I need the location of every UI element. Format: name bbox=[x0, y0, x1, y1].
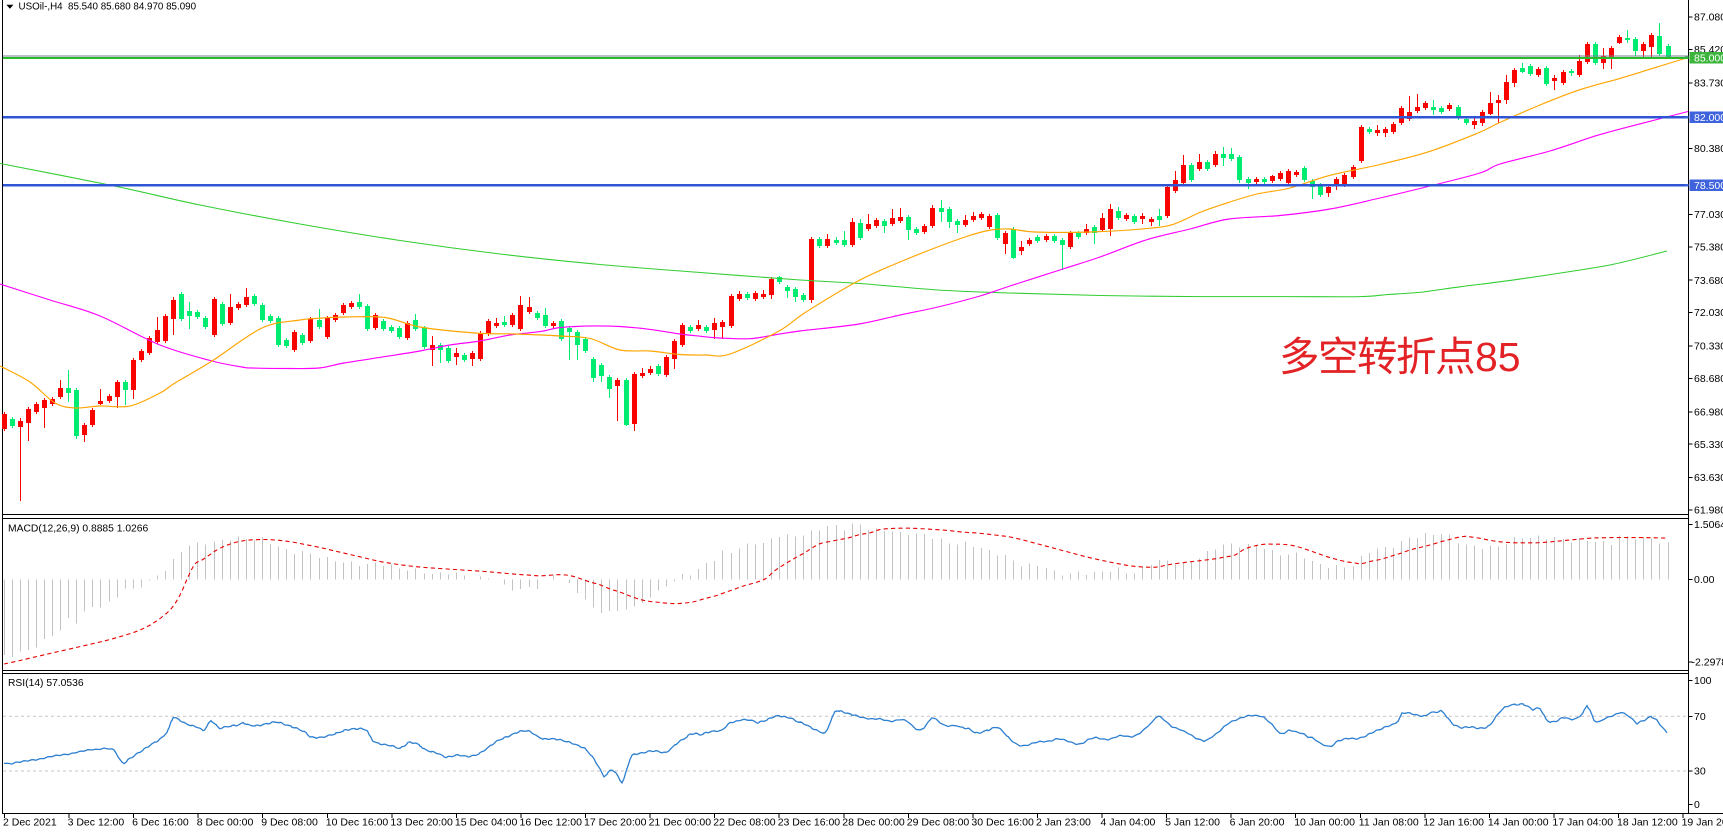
svg-text:100: 100 bbox=[1694, 675, 1712, 687]
svg-text:61.980: 61.980 bbox=[1694, 505, 1723, 517]
svg-text:70.330: 70.330 bbox=[1694, 341, 1723, 353]
svg-text:72.030: 72.030 bbox=[1694, 307, 1723, 319]
svg-text:66.980: 66.980 bbox=[1694, 406, 1723, 418]
svg-text:29 Dec 08:00: 29 Dec 08:00 bbox=[907, 817, 970, 829]
svg-text:16 Dec 12:00: 16 Dec 12:00 bbox=[520, 817, 583, 829]
svg-text:USOil-,H4 85.540 85.680 84.97: USOil-,H4 85.540 85.680 84.970 85.090 bbox=[19, 2, 197, 13]
svg-text:85: 85 bbox=[1475, 334, 1521, 380]
svg-text:12 Jan 16:00: 12 Jan 16:00 bbox=[1423, 817, 1484, 829]
svg-text:15 Dec 04:00: 15 Dec 04:00 bbox=[455, 817, 518, 829]
svg-text:30: 30 bbox=[1694, 766, 1706, 778]
svg-text:6 Jan 20:00: 6 Jan 20:00 bbox=[1230, 817, 1285, 829]
svg-text:4 Jan 04:00: 4 Jan 04:00 bbox=[1101, 817, 1156, 829]
svg-text:75.380: 75.380 bbox=[1694, 241, 1723, 253]
svg-text:11 Jan 08:00: 11 Jan 08:00 bbox=[1359, 817, 1419, 829]
svg-text:9 Dec 08:00: 9 Dec 08:00 bbox=[261, 817, 318, 829]
svg-text:73.680: 73.680 bbox=[1694, 275, 1723, 287]
svg-text:63.630: 63.630 bbox=[1694, 472, 1723, 484]
svg-text:18 Jan 12:00: 18 Jan 12:00 bbox=[1617, 817, 1678, 829]
svg-text:28 Dec 00:00: 28 Dec 00:00 bbox=[842, 817, 905, 829]
svg-text:83.730: 83.730 bbox=[1694, 77, 1723, 89]
svg-text:77.030: 77.030 bbox=[1694, 209, 1723, 221]
svg-text:5 Jan 12:00: 5 Jan 12:00 bbox=[1165, 817, 1220, 829]
svg-text:MACD(12,26,9) 0.8885 1.0266: MACD(12,26,9) 0.8885 1.0266 bbox=[8, 524, 149, 535]
svg-text:14 Jan 00:00: 14 Jan 00:00 bbox=[1488, 817, 1549, 829]
svg-text:22 Dec 08:00: 22 Dec 08:00 bbox=[713, 817, 776, 829]
svg-text:80.380: 80.380 bbox=[1694, 143, 1723, 155]
svg-text:0.00: 0.00 bbox=[1694, 574, 1715, 586]
svg-text:85.000: 85.000 bbox=[1694, 53, 1723, 65]
svg-text:78.500: 78.500 bbox=[1694, 180, 1723, 192]
svg-text:RSI(14) 57.0536: RSI(14) 57.0536 bbox=[8, 678, 84, 689]
svg-text:6 Dec 16:00: 6 Dec 16:00 bbox=[132, 817, 189, 829]
svg-text:-2.2978: -2.2978 bbox=[1692, 657, 1723, 669]
svg-text:17 Dec 20:00: 17 Dec 20:00 bbox=[584, 817, 647, 829]
svg-text:13 Dec 20:00: 13 Dec 20:00 bbox=[390, 817, 453, 829]
svg-text:65.330: 65.330 bbox=[1694, 439, 1723, 451]
svg-text:30 Dec 16:00: 30 Dec 16:00 bbox=[971, 817, 1034, 829]
svg-text:82.000: 82.000 bbox=[1694, 112, 1723, 124]
svg-text:19 Jan 20:00: 19 Jan 20:00 bbox=[1682, 817, 1723, 829]
svg-text:23 Dec 16:00: 23 Dec 16:00 bbox=[778, 817, 841, 829]
svg-text:2 Dec 2021: 2 Dec 2021 bbox=[3, 817, 57, 829]
svg-text:10 Dec 16:00: 10 Dec 16:00 bbox=[326, 817, 389, 829]
svg-text:17 Jan 04:00: 17 Jan 04:00 bbox=[1552, 817, 1613, 829]
svg-text:2 Jan 23:00: 2 Jan 23:00 bbox=[1036, 817, 1091, 829]
svg-text:87.080: 87.080 bbox=[1694, 12, 1723, 24]
svg-text:70: 70 bbox=[1694, 711, 1706, 723]
svg-text:8 Dec 00:00: 8 Dec 00:00 bbox=[197, 817, 254, 829]
svg-text:1.5064: 1.5064 bbox=[1694, 519, 1723, 531]
svg-text:3 Dec 12:00: 3 Dec 12:00 bbox=[68, 817, 125, 829]
svg-text:0: 0 bbox=[1694, 799, 1700, 811]
svg-text:21 Dec 00:00: 21 Dec 00:00 bbox=[649, 817, 712, 829]
svg-text:10 Jan 00:00: 10 Jan 00:00 bbox=[1294, 817, 1355, 829]
svg-text:68.680: 68.680 bbox=[1694, 373, 1723, 385]
